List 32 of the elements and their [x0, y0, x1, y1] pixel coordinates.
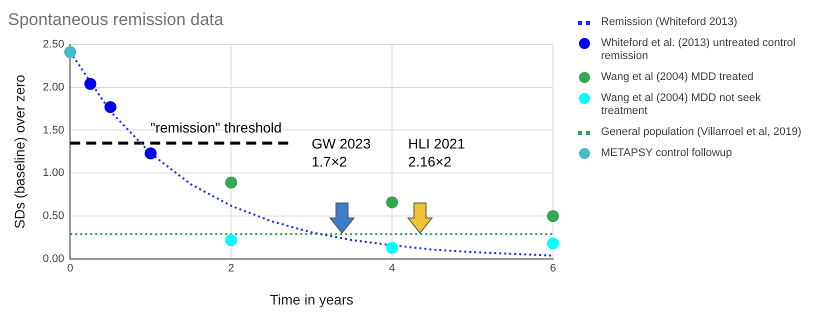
annotation: GW 2023 1.7×2 — [312, 136, 371, 170]
legend-label: Remission (Whiteford 2013) — [601, 16, 738, 29]
y-tick-label: 1.00 — [42, 167, 64, 180]
x-tick-label: 2 — [228, 262, 234, 275]
x-tick-label: 4 — [389, 262, 396, 275]
point — [104, 101, 116, 114]
y-tick-label: 0.00 — [42, 253, 64, 266]
y-tick-label: 2.00 — [42, 81, 64, 94]
point — [144, 147, 157, 160]
legend-label: Wang et al (2004) MDD treated — [601, 71, 754, 84]
y-axis-title: SDs (baseline) over zero — [11, 74, 28, 229]
point — [225, 234, 238, 246]
y-tick-label: 1.50 — [42, 124, 64, 136]
annotation: "remission" threshold — [150, 120, 282, 136]
point — [225, 176, 238, 189]
point — [547, 210, 559, 222]
y-tick-label: 2.50 — [42, 38, 64, 50]
point — [386, 196, 398, 208]
point — [84, 78, 96, 90]
x-tick-label: 6 — [550, 262, 556, 275]
legend-label: METAPSY control followup — [601, 147, 732, 160]
y-tick-label: 0.50 — [42, 210, 64, 222]
x-tick-label: 0 — [67, 262, 74, 275]
x-axis-title: Time in years — [270, 291, 354, 308]
point — [547, 238, 559, 250]
point — [64, 46, 76, 58]
annotation: HLI 2021 2.16×2 — [408, 136, 466, 170]
legend-label: Wang et al (2004) MDD not seek treatment — [601, 92, 762, 118]
legend-label: General population (Villarroel et al, 2019) — [601, 126, 802, 139]
chart-title: Spontaneous remission data — [8, 10, 224, 29]
legend-label: Whiteford et al. (2013) untreated control remission — [601, 37, 796, 63]
point — [386, 242, 398, 254]
